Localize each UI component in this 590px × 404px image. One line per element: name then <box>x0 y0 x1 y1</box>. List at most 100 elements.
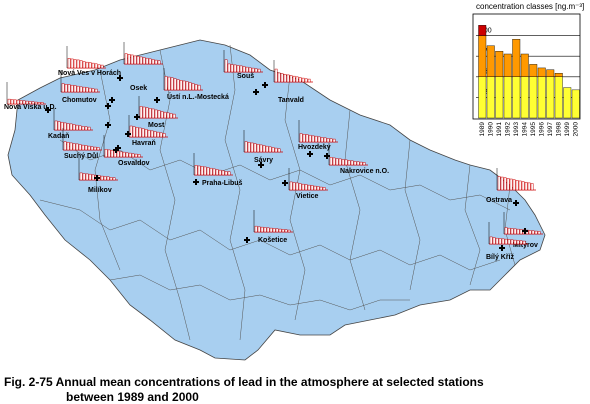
station-bar <box>122 151 126 158</box>
station: Nová Víska u D. <box>4 82 57 113</box>
station-bar <box>292 75 296 83</box>
station-bar <box>203 166 207 176</box>
station: Most <box>134 96 178 129</box>
station-bar <box>159 132 163 138</box>
station-bar <box>250 142 254 153</box>
station-marker <box>253 89 259 95</box>
station-bar <box>145 107 149 119</box>
x-tick-label: 1995 <box>530 122 537 137</box>
station-bar <box>350 160 354 166</box>
station-bar <box>163 111 167 119</box>
station-name: Ústí n.L.-Mostecká <box>167 92 229 101</box>
station-bar <box>13 99 17 105</box>
station-bar <box>85 173 89 181</box>
station-bar <box>131 153 135 158</box>
bar-segment <box>495 51 504 77</box>
legend-title: concentration classes [ng.m⁻³] <box>476 2 584 11</box>
station-bar <box>40 102 44 105</box>
station-bar <box>100 175 104 181</box>
station-bar <box>142 57 146 65</box>
station-bar <box>173 78 177 91</box>
station-bar <box>28 101 32 105</box>
station-bar <box>197 165 201 176</box>
x-tick-label: 1990 <box>487 122 494 137</box>
caption: Fig. 2-75 Annual mean concentrations of … <box>4 375 484 389</box>
station-marker <box>45 107 51 113</box>
station-bar <box>347 160 351 166</box>
station-bar <box>148 58 152 65</box>
station-bar <box>506 178 510 191</box>
bar-segment <box>486 76 495 119</box>
station-bar <box>257 68 261 73</box>
bar-segment <box>529 76 538 119</box>
station-bar <box>537 231 541 235</box>
station-bar <box>522 240 526 245</box>
station-name: Nová Ves v Horách <box>58 70 121 77</box>
bar-segment <box>520 53 529 78</box>
station-bar <box>125 152 129 158</box>
station-bar <box>142 106 146 119</box>
station-bar <box>501 238 505 245</box>
station: Hvozdeky <box>298 120 338 157</box>
station-bar <box>341 159 345 166</box>
station-bar <box>212 168 216 176</box>
station: Souš <box>223 50 268 88</box>
station-bar <box>359 161 363 166</box>
station-bar <box>132 126 136 138</box>
x-tick-label: 1996 <box>538 122 545 137</box>
station-bar <box>69 142 73 151</box>
station: Mitýrov <box>503 212 543 249</box>
station-marker <box>105 122 111 128</box>
station-marker <box>499 245 505 251</box>
station-bar <box>16 99 20 105</box>
bar-segment <box>520 76 529 119</box>
station-bar <box>516 240 520 245</box>
station-marker <box>113 147 119 153</box>
station-marker <box>105 103 111 109</box>
x-tick-label: 1997 <box>547 122 554 137</box>
station-bar <box>82 61 86 69</box>
station-bar <box>519 240 523 245</box>
bar-segment <box>546 69 555 77</box>
station-bar <box>308 134 312 143</box>
bar-segment <box>537 67 546 78</box>
station-bar <box>527 182 531 191</box>
station-bar <box>233 64 237 73</box>
station-bar <box>302 133 306 143</box>
station-bar <box>206 167 210 176</box>
station-marker <box>282 180 288 186</box>
station-bar <box>244 141 248 153</box>
station-bar <box>356 161 360 166</box>
station-bar <box>304 184 308 191</box>
station-bar <box>182 80 186 91</box>
station-bar <box>154 59 158 65</box>
bar-segment <box>546 76 555 119</box>
station: Osvaldov <box>103 135 150 167</box>
station-name: Ostrava <box>486 197 512 204</box>
station-bar <box>224 59 228 73</box>
station-bar <box>332 138 336 143</box>
station: Osek <box>109 42 163 103</box>
station-bar <box>215 169 219 176</box>
station-bar <box>292 182 296 191</box>
station-bar <box>301 183 305 191</box>
station-bar <box>242 66 246 73</box>
station-bar <box>170 77 174 91</box>
station-bar <box>25 100 29 105</box>
station-bar <box>72 124 76 131</box>
station-bar <box>262 145 266 153</box>
station-bar <box>310 185 314 191</box>
station-bar <box>275 228 279 233</box>
station-bar <box>88 62 92 69</box>
station-bar <box>91 88 95 93</box>
station-bar <box>510 228 514 235</box>
station-name: Mitýrov <box>513 242 538 249</box>
station-marker <box>154 97 160 103</box>
station-bar <box>94 63 98 69</box>
station-bar <box>513 239 517 245</box>
station-marker <box>262 82 268 88</box>
station-bar <box>510 239 514 245</box>
station-bar <box>260 226 264 233</box>
station-name: Nová Víska u D. <box>4 104 57 111</box>
station: Praha-Libuš <box>193 153 243 187</box>
